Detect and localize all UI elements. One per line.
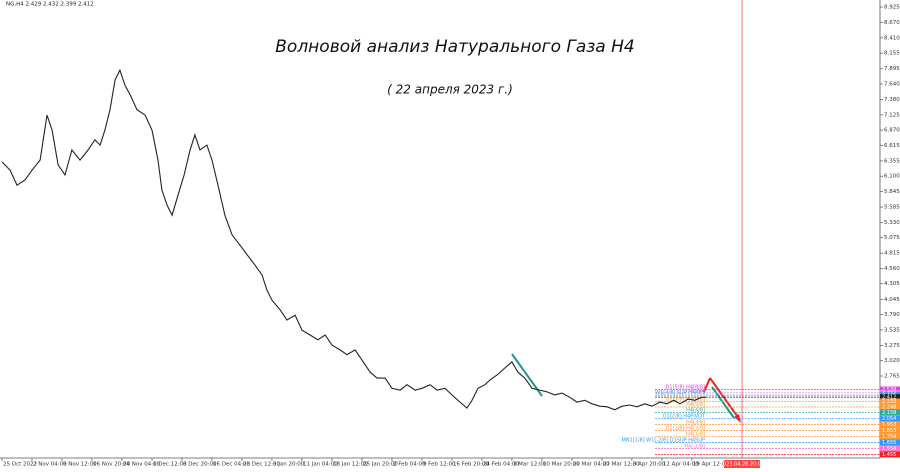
y-tick-label: 5.330	[884, 220, 900, 226]
x-tick-label: 2 Feb 04:00	[393, 462, 426, 468]
x-tick-label: 24 Nov 04:00	[123, 462, 161, 468]
level-price-box	[880, 427, 900, 434]
level-price-label: 2.412	[882, 395, 896, 401]
y-tick-label: 3.275	[884, 343, 900, 349]
y-tick-label: 6.100	[884, 174, 900, 180]
x-tick-label: 20 Mar 04:00	[573, 462, 610, 468]
level-price-box	[880, 415, 900, 422]
x-tick-label: 24 Feb 04:00	[483, 462, 520, 468]
level-price-label: 1.455	[882, 452, 896, 458]
level-price-label: 1.655	[882, 440, 896, 446]
x-tick-label: 1 Dec 12:00	[153, 462, 187, 468]
trend-line	[709, 377, 741, 421]
y-tick-label: 5.075	[884, 235, 900, 241]
level-label: H4[-1/8]	[684, 444, 705, 450]
y-tick-label: 7.125	[884, 112, 900, 118]
y-tick-label: 4.560	[884, 266, 900, 272]
x-tick-label: 10 Mar 20:00	[543, 462, 580, 468]
y-tick-label: 3.535	[884, 327, 900, 333]
x-tick-label: 11 Jan 04:00	[303, 462, 338, 468]
time-marker-label: 2023.04.28 20:00	[720, 462, 765, 468]
level-price-box	[880, 386, 900, 393]
chart-subtitle: ( 22 апреля 2023 г.)	[387, 83, 513, 97]
x-tick-label: 12 Apr 04:00	[663, 462, 699, 468]
level-price-label: 2.054	[882, 416, 896, 422]
y-tick-label: 7.640	[884, 81, 900, 87]
x-tick-label: 2 Nov 04:00	[33, 462, 67, 468]
x-tick-label: 8 Dec 20:00	[183, 462, 217, 468]
level-price-box	[880, 433, 900, 440]
y-tick-label: 5.845	[884, 189, 900, 195]
level-price-label: 1.853	[882, 428, 896, 434]
level-label: MN1[1/8] W1[-2/8] D1SUP H4SUP	[622, 437, 706, 443]
y-tick-label: 8.925	[884, 5, 900, 11]
level-label: H4[7/8]	[686, 388, 705, 394]
level-price-box	[880, 421, 900, 428]
y-tick-label: 6.355	[884, 158, 900, 164]
y-tick-label: 6.615	[884, 143, 900, 149]
x-tick-label: 23 Dec 12:00	[243, 462, 280, 468]
level-price-label: 2.339	[882, 399, 896, 405]
level-price-label: 1.554	[882, 446, 896, 452]
x-tick-label: 19 Apr 12:00	[693, 462, 729, 468]
x-tick-label: 25 Oct 2022	[3, 462, 37, 468]
y-tick-label: 2.765	[884, 373, 900, 379]
y-tick-label: 8.410	[884, 35, 900, 41]
x-tick-label: 16 Feb 20:00	[453, 462, 490, 468]
level-price-box	[880, 451, 900, 458]
y-tick-label: 7.895	[884, 66, 900, 72]
y-tick-label: 7.380	[884, 97, 900, 103]
level-label: D1[2/8] H4PIVOT	[663, 414, 706, 420]
level-price-box	[880, 398, 900, 405]
x-tick-label: 3 Apr 20:00	[633, 462, 666, 468]
price-line	[1, 68, 706, 411]
level-label: H4[1/8]	[686, 432, 705, 438]
y-tick-label: 3.020	[884, 358, 900, 364]
x-tick-label: 16 Nov 20:00	[93, 462, 131, 468]
y-tick-label: 6.870	[884, 128, 900, 134]
x-tick-label: 3 Mar 12:00	[513, 462, 547, 468]
level-price-label: 1.754	[882, 434, 896, 440]
y-tick-label: 8.155	[884, 51, 900, 57]
x-tick-label: 27 Mar 12:00	[603, 462, 640, 468]
level-price-box	[880, 439, 900, 446]
level-label: H4[4/8]	[686, 407, 705, 413]
trend-line	[711, 386, 735, 419]
level-label: D1[1/8] H4[2/8]	[666, 426, 706, 432]
y-tick-label: 3.790	[884, 312, 900, 318]
level-price-box	[880, 394, 900, 401]
y-tick-label: 4.305	[884, 281, 900, 287]
y-tick-label: 4.815	[884, 251, 900, 257]
x-tick-label: 9 Nov 12:00	[63, 462, 97, 468]
level-price-box	[880, 445, 900, 452]
x-tick-label: 9 Feb 12:00	[423, 462, 456, 468]
level-price-label: 1.953	[882, 422, 896, 428]
x-tick-label: 18 Jan 12:00	[333, 462, 368, 468]
level-price-label: 2.248	[882, 404, 896, 410]
level-label: H4[5/8]	[686, 402, 705, 408]
y-tick-label: 8.670	[884, 20, 900, 26]
level-label: W1[4/8] SUP H4RES	[655, 390, 705, 396]
y-tick-label: 5.585	[884, 205, 900, 211]
level-price-box	[880, 409, 900, 416]
level-label: H4[3/8]	[686, 420, 705, 426]
level-label: D1[3/8] H4[6/8]	[666, 397, 706, 403]
x-tick-label: 25 Jan 20:00	[363, 462, 398, 468]
level-price-box	[880, 403, 900, 410]
x-tick-label: 3 Jan 20:00	[273, 462, 305, 468]
symbol-info: NG,H4 2.429 2.432 2.399 2.412	[6, 2, 94, 8]
y-tick-label: 4.045	[884, 297, 900, 303]
x-tick-label: 16 Dec 04:00	[213, 462, 250, 468]
level-price-label: 2.158	[882, 410, 896, 416]
time-marker-box	[724, 460, 761, 468]
level-label: D1[5/8] H4[8/8]	[666, 385, 706, 391]
chart-title: Волновой анализ Натурального Газа H4	[275, 37, 634, 57]
